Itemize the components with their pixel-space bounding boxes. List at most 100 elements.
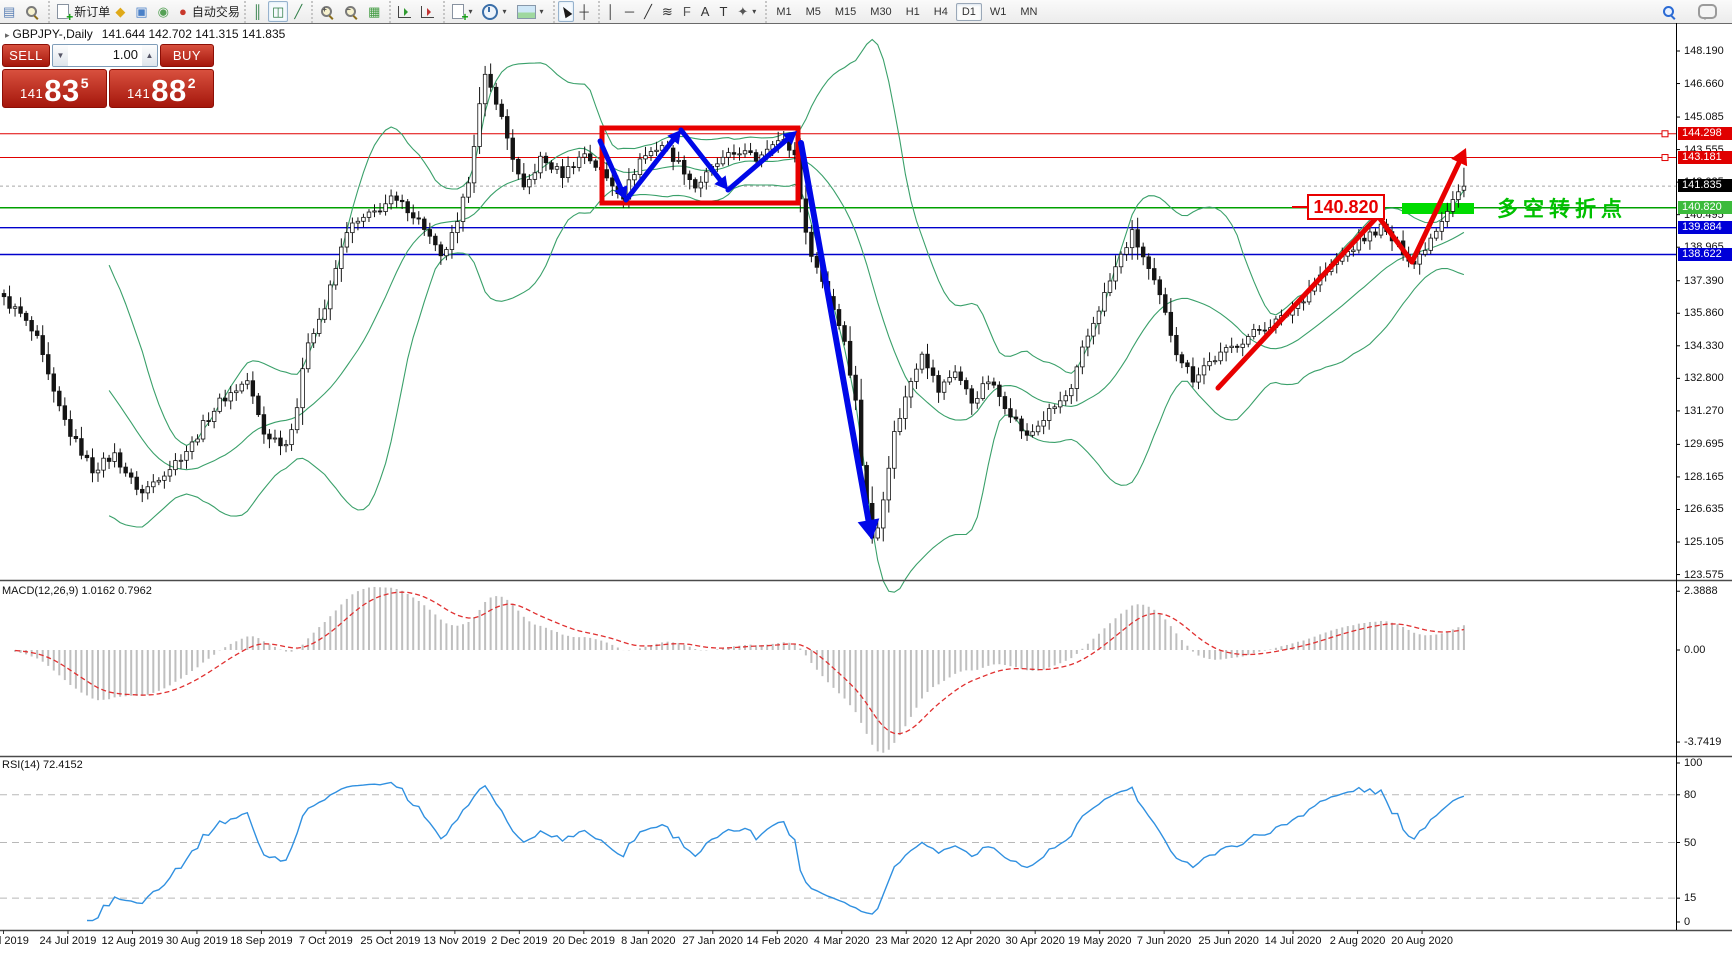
chart-shift-icon[interactable] (417, 1, 438, 22)
bollinger-middle (108, 147, 1465, 471)
blue-arrow-4 (798, 140, 872, 524)
price-tick-131.270: 131.270 (1684, 404, 1724, 417)
sell-price-button[interactable]: 141 83 5 (2, 69, 107, 108)
blue-arrow-4-head (857, 518, 880, 540)
dropdown-caret-icon: ▾ (502, 7, 507, 16)
timeframe-m30[interactable]: M30 (870, 5, 892, 18)
price-annotation-box (1307, 194, 1385, 220)
macd-tick--3.7419: -3.7419 (1684, 736, 1722, 749)
new-order-icon[interactable] (53, 1, 73, 24)
date-label: 7 Oct 2019 (298, 935, 353, 947)
volume-stepper: ▼ 1.00 ▲ (52, 44, 158, 67)
top-toolbar: ▤新订单◆▣◉●自动交易║◫╱+−▦▾▾▾┼│─╱≋FAT✦▾ M1M5M15M… (0, 0, 1732, 24)
toolbar-group: ┼ (552, 0, 596, 23)
timeframe-m5[interactable]: M5 (805, 5, 821, 18)
signals-icon[interactable]: ◉ (157, 4, 169, 19)
zoom-in-icon[interactable]: + (316, 1, 338, 22)
ohlc-values: 141.644 142.702 141.315 141.835 (101, 27, 286, 41)
timeframe-h1[interactable]: H1 (905, 5, 920, 18)
new-order-label[interactable]: 新订单 (74, 5, 111, 19)
arrows-icon[interactable]: ✦ ▾ (737, 4, 757, 19)
chart-title: ▸ GBPJPY-,Daily 141.644 142.702 141.315 14… (5, 27, 285, 41)
vline-icon[interactable]: │ (606, 4, 615, 19)
red-trend-segment-1 (1375, 213, 1415, 265)
axis-badge-138.622: 138.622 (1678, 247, 1732, 261)
blue-arrow-1-head (667, 130, 681, 145)
volume-increase-button[interactable]: ▲ (142, 45, 157, 66)
rsi-tick-100: 100 (1684, 757, 1703, 769)
timeframe-mn[interactable]: MN (1020, 5, 1038, 18)
panels-icon[interactable]: ▤ (3, 4, 16, 19)
fibonacci-icon[interactable]: F (682, 4, 691, 19)
hline-icon[interactable]: ─ (624, 4, 635, 19)
macd-tick-0.00: 0.00 (1684, 644, 1706, 656)
price-tick-132.800: 132.800 (1684, 372, 1724, 385)
toolbar-group (389, 0, 441, 23)
toolbar-group: ▤ (0, 1, 46, 23)
rsi-line (86, 781, 1465, 922)
toolbar-group: 新订单 ◆ ▣ ◉ ● 自动交易 (48, 0, 242, 24)
buy-price-big: 88 (151, 73, 187, 108)
new-chart-icon[interactable]: ▾ (448, 1, 476, 24)
channel-icon[interactable]: ≋ (661, 4, 673, 19)
toolbar-group: │ ─ ╱ ≋ F A T ✦ ▾ (597, 0, 764, 23)
tile-windows-icon[interactable]: ▦ (368, 4, 381, 19)
label-icon[interactable]: T (719, 4, 728, 19)
autotrading-icon[interactable]: ● (178, 4, 187, 19)
date-label: 24 Jul 2019 (39, 935, 97, 947)
zoom-out-icon[interactable]: − (340, 1, 362, 22)
date-label: 25 Oct 2019 (360, 935, 421, 947)
axis-badge-144.298: 144.298 (1678, 126, 1732, 140)
date-label: 8 Jan 2020 (621, 935, 676, 947)
trendline-icon[interactable]: ╱ (644, 4, 652, 19)
blue-arrow-2-head (714, 175, 728, 190)
buy-price-button[interactable]: 141 88 2 (109, 69, 214, 108)
cursor-icon[interactable] (557, 1, 574, 22)
bar-chart-icon[interactable]: ║ (252, 4, 263, 19)
rsi-tick-80: 80 (1684, 788, 1697, 801)
volume-decrease-button[interactable]: ▼ (53, 45, 68, 66)
blue-arrow-1 (623, 137, 676, 203)
macd-tick-2.3888: 2.3888 (1684, 585, 1718, 598)
date-label: 13 Nov 2019 (423, 935, 487, 947)
timeframe-m15[interactable]: M15 (834, 5, 857, 18)
axis-badge-139.884: 139.884 (1678, 220, 1732, 234)
macd-signal-line (15, 591, 1465, 735)
date-label: 30 Apr 2020 (1005, 935, 1065, 947)
rsi-tick-15: 15 (1684, 892, 1697, 905)
date-label: 30 Aug 2019 (166, 935, 228, 947)
metaeditor-icon[interactable]: ▣ (135, 4, 148, 19)
blue-arrow-3-head (782, 131, 797, 145)
symbol-period: GBPJPY-,Daily (12, 27, 93, 41)
line-chart-icon[interactable]: ╱ (294, 4, 303, 19)
candlestick-chart-icon[interactable]: ◫ (268, 1, 289, 22)
price-tick-125.105: 125.105 (1684, 536, 1724, 549)
template-icon[interactable]: ▾ (513, 1, 548, 22)
dropdown-caret-icon: ▾ (468, 7, 473, 16)
timeframe-w1[interactable]: W1 (989, 5, 1007, 18)
periods-icon[interactable]: ▾ (478, 1, 510, 22)
search-icon[interactable] (1658, 1, 1680, 22)
crosshair-icon[interactable]: ┼ (579, 4, 589, 19)
buy-button[interactable]: BUY (160, 44, 214, 67)
text-icon[interactable]: A (700, 4, 710, 19)
sell-button[interactable]: SELL (2, 44, 50, 67)
timeframe-d1[interactable]: D1 (955, 2, 982, 21)
timeframe-h4[interactable]: H4 (933, 5, 948, 18)
timeframe-m1[interactable]: M1 (776, 5, 792, 18)
autotrading-label[interactable]: 自动交易 (191, 5, 240, 19)
date-label: 14 Feb 2020 (746, 935, 809, 947)
auto-scroll-icon[interactable] (394, 1, 415, 22)
date-label: 23 Mar 2020 (875, 935, 938, 947)
volume-input[interactable]: 1.00 (112, 47, 138, 62)
deposit-icon[interactable]: ◆ (115, 4, 126, 19)
chat-icon[interactable] (1694, 1, 1721, 22)
rsi-tick-50: 50 (1684, 836, 1697, 849)
market-watch-icon[interactable] (21, 1, 43, 22)
price-tick-123.575: 123.575 (1684, 568, 1724, 581)
timeframe-toolbar: M1 M5 M15 M30 H1 H4 D1 W1 MN (765, 0, 1046, 23)
hline-handle (1661, 154, 1669, 162)
red-trend-arrow-head (1451, 148, 1468, 167)
